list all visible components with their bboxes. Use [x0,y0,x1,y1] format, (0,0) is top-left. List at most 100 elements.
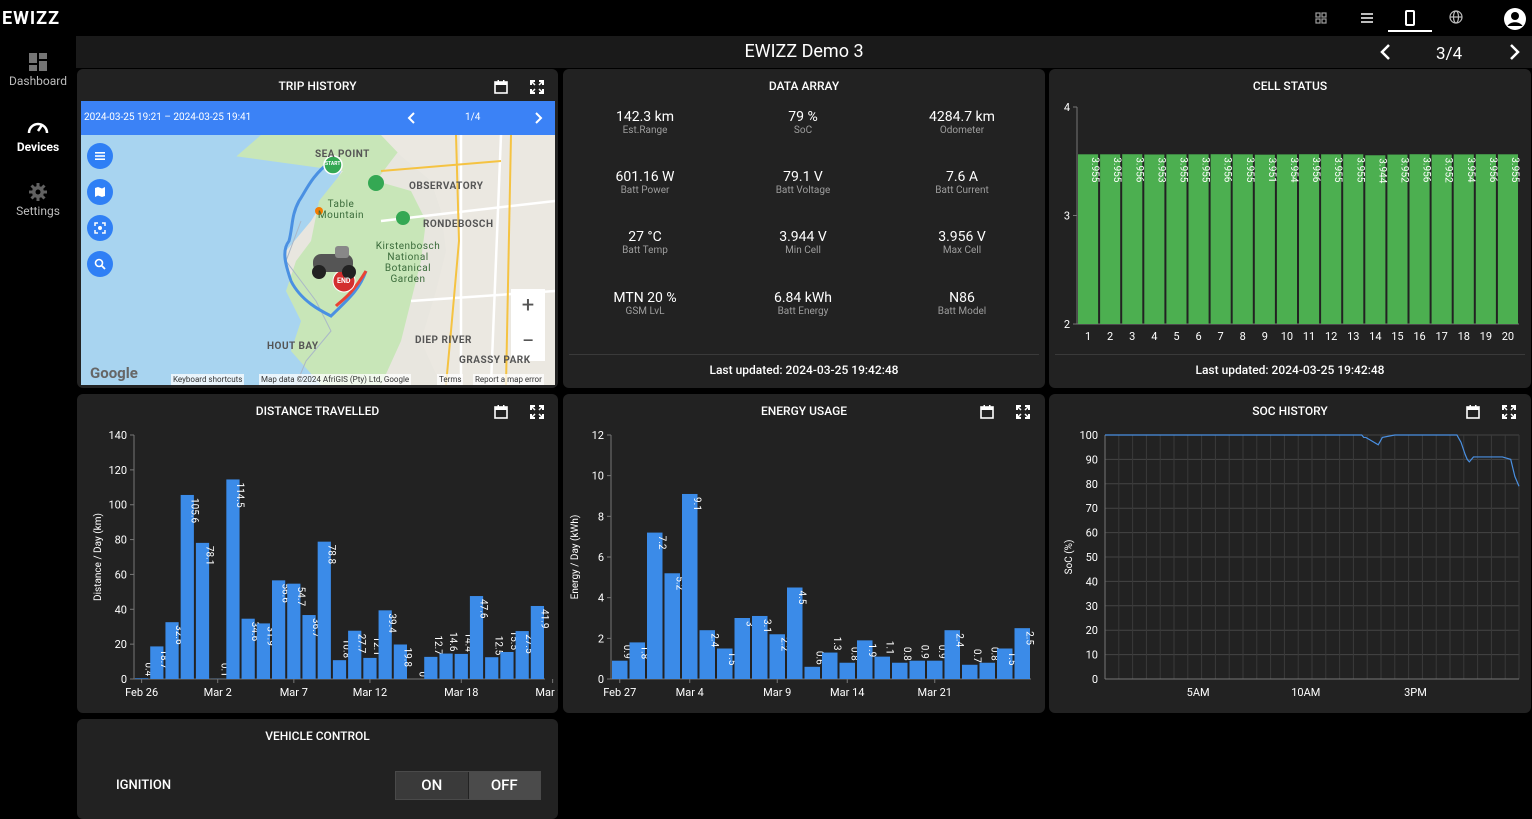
x-tick-label: 5AM [1187,686,1210,699]
list-view-icon[interactable] [1355,6,1379,30]
stat-label: Batt Voltage [723,185,883,196]
sidebar-item-dashboard[interactable]: Dashboard [0,52,76,88]
bar-label: 3.956 [1487,157,1498,182]
google-logo: Google [90,364,138,382]
vehicle-control-panel: VEHICLE CONTROL IGNITION ON OFF [77,719,558,819]
calendar-icon[interactable] [493,79,509,95]
sidebar: Dashboard Devices Settings [0,36,76,815]
stat-value: N86 [882,290,1042,306]
chevron-left-icon[interactable] [1376,42,1396,66]
map-data-attribution: Map data ©2024 AfriGIS (Pty) Ltd, Google [259,374,411,385]
x-tick-label: 15 [1391,330,1403,343]
x-tick-label: Mar 24 [535,686,558,699]
x-tick-label: 14 [1369,330,1381,343]
locate-icon[interactable] [87,215,113,241]
stat-value: 79 % [723,109,883,125]
bar-label: 3.954 [1465,157,1476,182]
bar-label: 3.955 [1089,157,1100,182]
bar-label: 1.1 [883,641,894,655]
keyboard-shortcuts-link[interactable]: Keyboard shortcuts [171,374,244,385]
menu-icon[interactable] [87,143,113,169]
sidebar-item-label: Dashboard [9,74,67,88]
bar-label: 12.7 [432,635,443,655]
stat-gsm-lvl: MTN 20 %GSM LvL [565,290,725,317]
y-tick-label: 40 [1086,575,1098,588]
bar-label: 14.6 [447,632,458,652]
bar-label: 41.9 [538,609,549,629]
y-tick-label: 140 [108,429,127,442]
calendar-icon[interactable] [979,404,995,420]
bar-label: 3.953 [1155,157,1166,182]
bar-label: 7.2 [656,536,667,550]
sidebar-item-devices[interactable]: Devices [0,118,76,154]
y-tick-label: 12 [592,429,604,442]
y-tick-label: 8 [598,510,604,523]
x-tick-label: 10AM [1291,686,1320,699]
sidebar-item-settings[interactable]: Settings [0,182,76,218]
stat-value: 27 °C [565,229,725,245]
trip-page: 1/4 [465,112,480,123]
terms-link[interactable]: Terms [437,374,463,385]
y-tick-label: 2 [598,632,604,645]
y-tick-label: 10 [592,470,604,483]
stat-value: 601.16 W [565,169,725,185]
bar-label: 54.7 [295,587,306,607]
chevron-right-icon[interactable] [1504,42,1524,66]
chevron-right-icon[interactable] [531,111,545,125]
fullscreen-icon[interactable] [529,404,545,420]
ignition-on-button[interactable]: ON [396,772,468,799]
bar [424,657,437,679]
y-tick-label: 6 [598,551,604,564]
map-label: DIEP RIVER [415,335,472,346]
zoom-in-button[interactable]: + [511,289,545,325]
report-map-error-link[interactable]: Report a map error [473,374,544,385]
bar-label: 78.1 [204,546,215,566]
y-tick-label: 0 [598,673,604,686]
search-icon[interactable] [87,251,113,277]
y-tick-label: 60 [1086,527,1098,540]
account-icon[interactable] [1503,7,1527,31]
fullscreen-icon[interactable] [1015,404,1031,420]
ignition-off-button[interactable]: OFF [468,772,541,799]
x-tick-label: 7 [1218,330,1224,343]
x-tick-label: Mar 2 [204,686,232,699]
bar [805,667,821,679]
stat-label: GSM LvL [565,306,725,317]
trip-range: 2024-03-25 19:21 – 2024-03-25 19:41 [84,112,251,123]
bar-label: 3.955 [1200,157,1211,182]
globe-icon[interactable] [1444,6,1468,30]
map-icon[interactable] [87,179,113,205]
calendar-icon[interactable] [1465,404,1481,420]
bar [333,660,346,679]
x-tick-label: Mar 9 [763,686,791,699]
mobile-view-icon[interactable] [1398,6,1422,30]
y-tick-label: 40 [115,603,127,616]
grid-view-icon[interactable] [1310,6,1334,30]
fullscreen-icon[interactable] [529,79,545,95]
stat-label: Min Cell [723,245,883,256]
x-tick-label: 8 [1240,330,1246,343]
ignition-toggle: ON OFF [395,771,541,800]
calendar-icon[interactable] [493,404,509,420]
sidebar-item-label: Devices [17,140,59,154]
y-tick-label: 20 [1086,624,1098,637]
bar [962,665,978,679]
y-tick-label: 50 [1086,551,1098,564]
chevron-left-icon[interactable] [405,111,419,125]
ignition-label: IGNITION [116,778,171,793]
fullscreen-icon[interactable] [1501,404,1517,420]
x-tick-label: 3 [1129,330,1135,343]
x-tick-label: 18 [1458,330,1470,343]
page-indicator: 3/4 [1436,44,1462,64]
top-bar: EWIZZ [0,0,1532,36]
x-tick-label: Mar 7 [280,686,308,699]
x-tick-label: 3PM [1404,686,1427,699]
trip-map[interactable]: 2024-03-25 19:21 – 2024-03-25 19:41 1/4 … [81,101,555,385]
bar-label: 3.955 [1354,157,1365,182]
y-tick-label: 90 [1086,453,1098,466]
